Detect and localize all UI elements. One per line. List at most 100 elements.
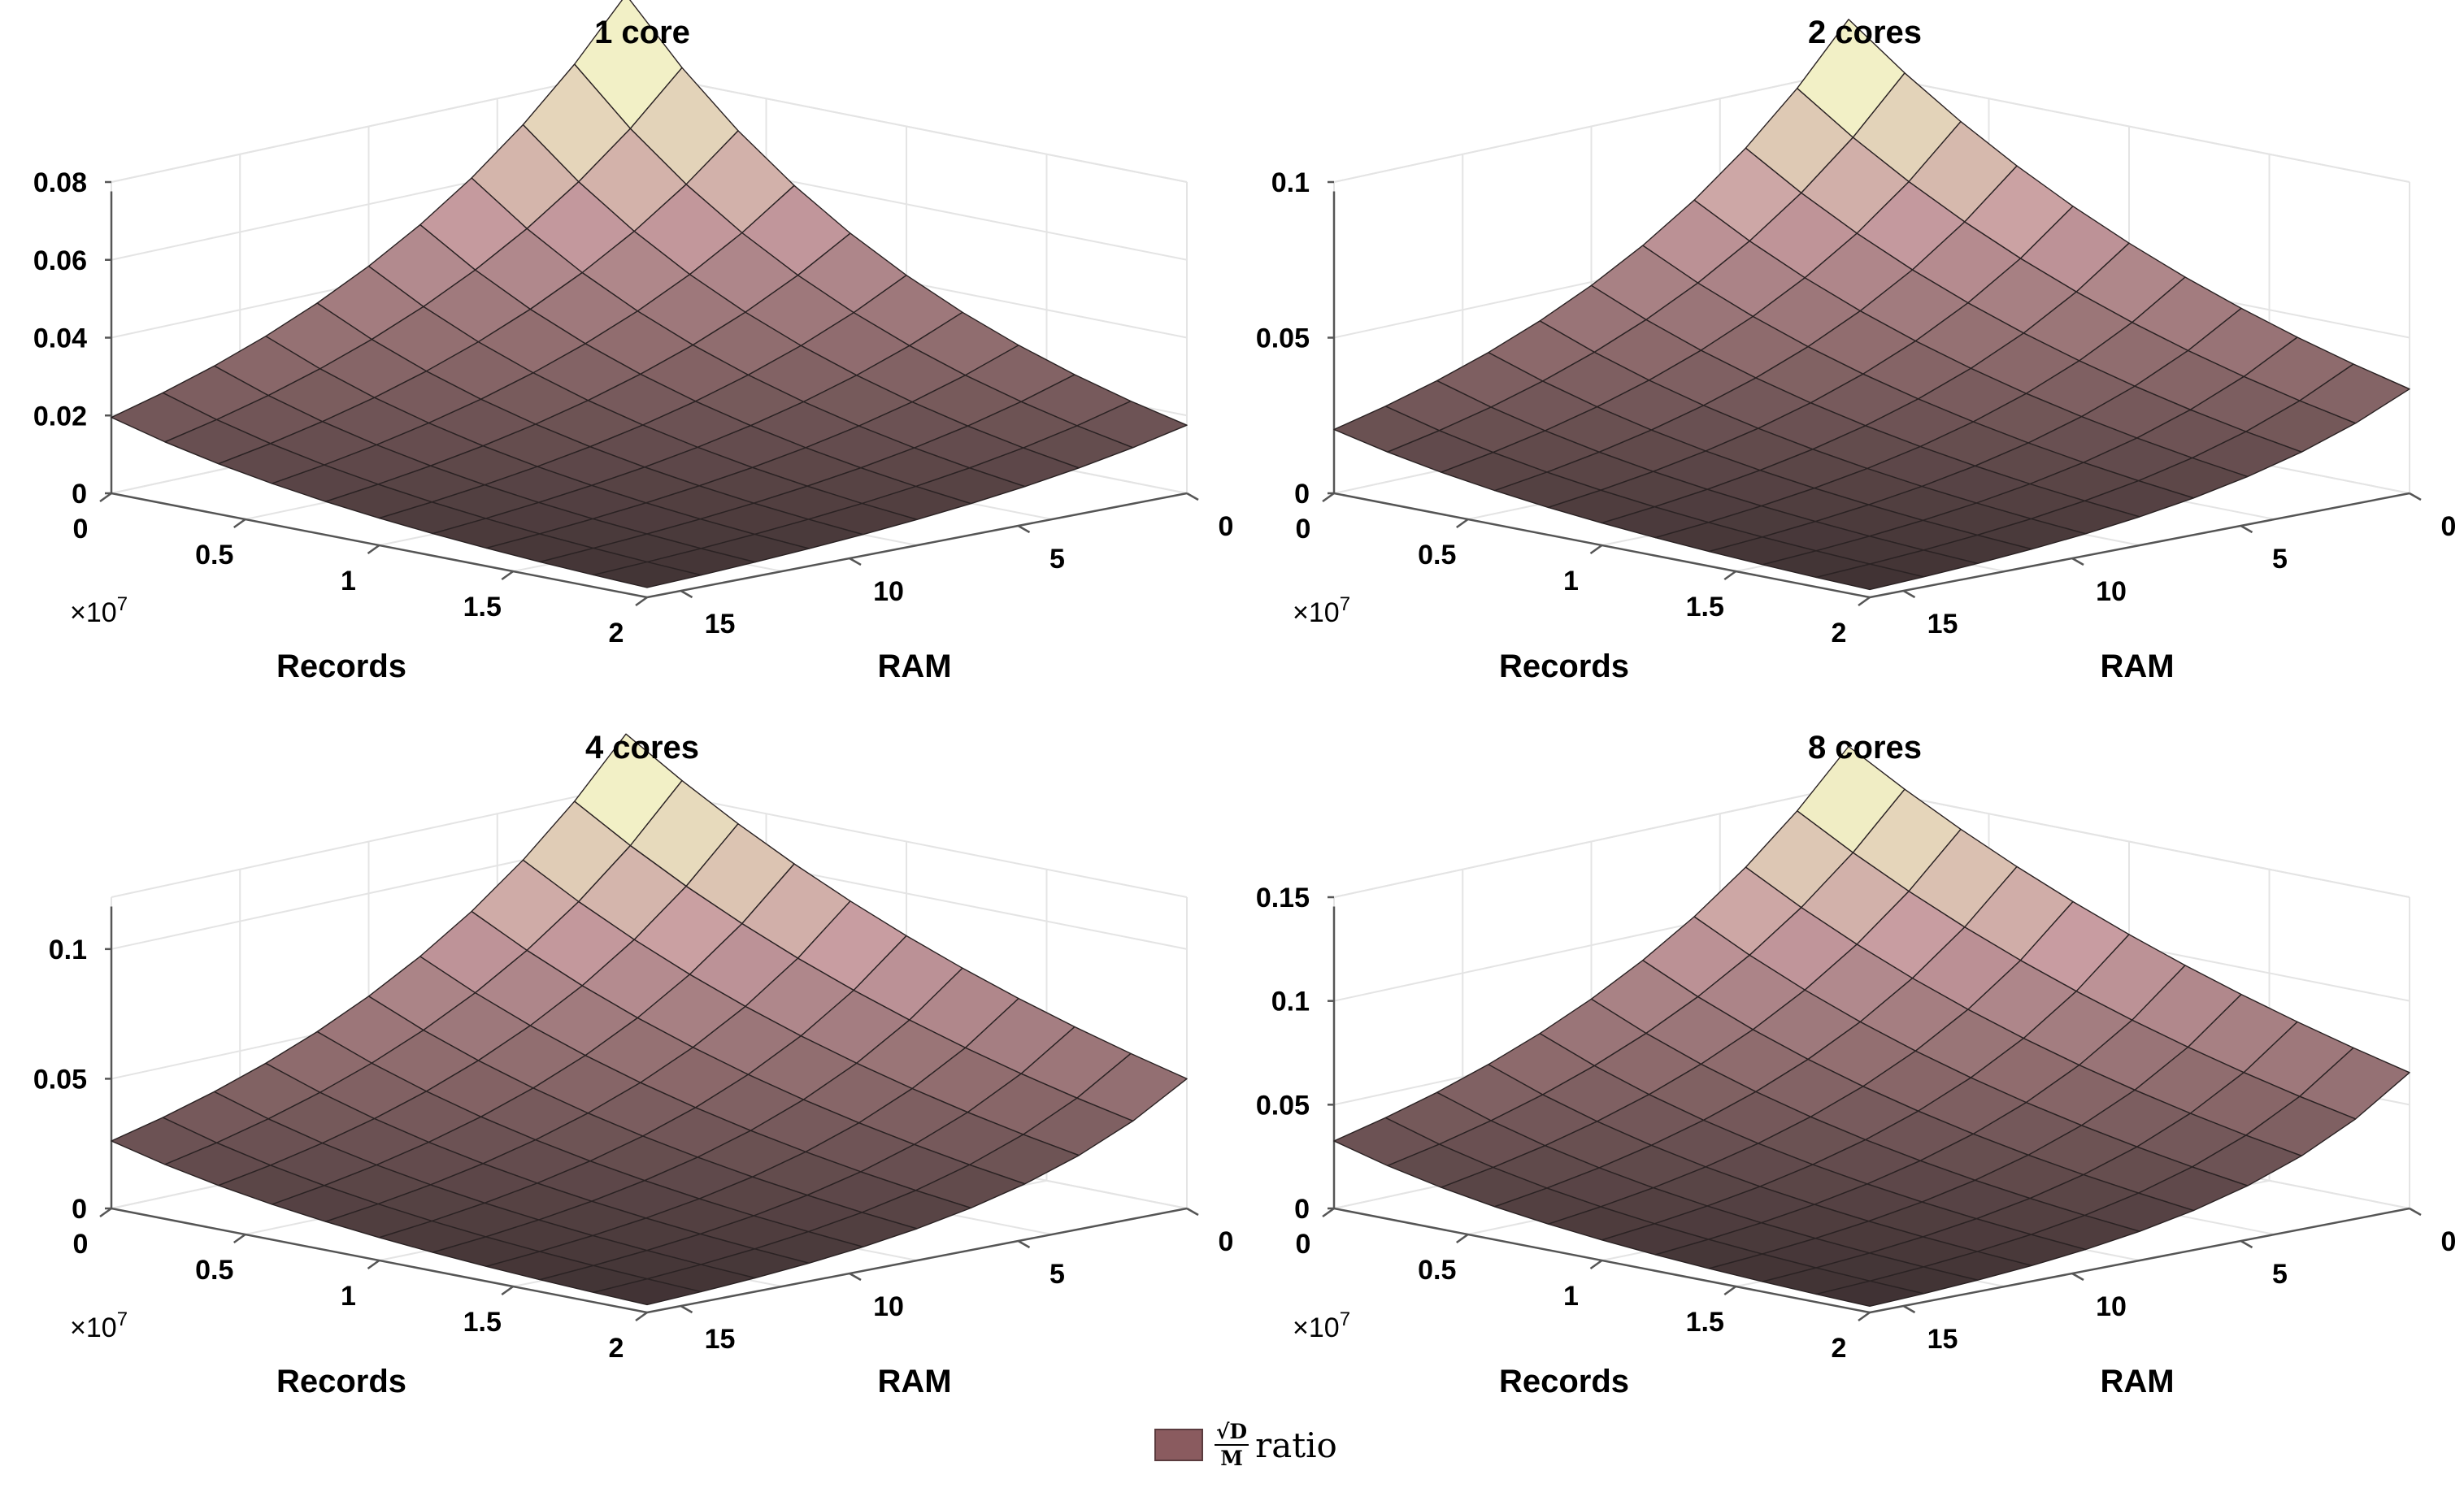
x-tick-label: 0.5 — [1418, 1255, 1456, 1286]
x-tick-label: 2 — [1832, 618, 1847, 649]
chart-title: 2 cores — [1808, 15, 1922, 50]
surface — [111, 733, 1188, 1306]
chart-panel-2: 0 0.05 0.1 0 0.5 1 1.5 2 0 5 10 15 ×107 Records RAM 2 c… — [1256, 15, 2457, 684]
y-tick — [1186, 1207, 1199, 1217]
chart-title: 4 cores — [585, 730, 699, 766]
x-tick — [1322, 492, 1335, 503]
x-tick — [1322, 1207, 1335, 1218]
y-tick-label: 10 — [2096, 576, 2127, 607]
x-tick-label: 2 — [609, 618, 624, 649]
y-axis-label: RAM — [877, 649, 951, 684]
chart-panel-4: 0 0.05 0.1 0.15 0 0.5 1 1.5 2 0 5 10 15 ×107 Records RA… — [1256, 730, 2457, 1399]
surface-patch — [593, 1278, 702, 1306]
y-tick — [680, 589, 693, 599]
x-axis-label: Records — [276, 649, 406, 684]
y-axis-label: RAM — [2100, 1364, 2174, 1399]
y-axis-line — [646, 1207, 1188, 1314]
y-tick-label: 0 — [1219, 511, 1234, 542]
z-tick-label: 0 — [72, 1194, 87, 1225]
x-tick-label: 0 — [1296, 1229, 1311, 1260]
y-tick — [680, 1304, 693, 1314]
y-tick-label: 15 — [705, 609, 736, 640]
legend-swatch — [1154, 1429, 1203, 1461]
x-tick-label: 0 — [1296, 514, 1311, 544]
y-tick — [849, 1272, 862, 1282]
z-tick-label: 0.15 — [1256, 883, 1310, 913]
y-tick — [2071, 557, 2084, 566]
x-tick-label: 1 — [1563, 1281, 1579, 1312]
x-tick-label: 1 — [341, 566, 356, 597]
legend-label: ratio — [1255, 1425, 1337, 1465]
legend-denominator: M — [1220, 1447, 1243, 1470]
y-tick-label: 15 — [705, 1324, 736, 1355]
x-tick — [1723, 570, 1736, 581]
x-tick — [635, 1311, 648, 1322]
z-tick-label: 0.02 — [33, 401, 87, 432]
z-tick-label: 0.04 — [33, 323, 87, 354]
x-tick-label: 0 — [73, 514, 89, 544]
x-tick — [99, 492, 112, 503]
x-tick — [99, 1207, 112, 1218]
y-axis-line — [646, 492, 1188, 599]
tick-labels: 0 0.05 0.1 0 0.5 1 1.5 2 0 5 10 15 ×107 Records RAM 4 c… — [33, 730, 1234, 1399]
x-exponent: ×107 — [1293, 593, 1350, 628]
x-exponent: ×107 — [1293, 1308, 1350, 1343]
z-tick-label: 0.1 — [49, 935, 87, 965]
y-tick-label: 5 — [1049, 544, 1065, 575]
surface — [1333, 745, 2410, 1307]
tick-labels: 0 0.05 0.1 0.15 0 0.5 1 1.5 2 0 5 10 15 ×107 Records RA… — [1256, 730, 2457, 1399]
y-tick — [2409, 1207, 2422, 1217]
y-axis-line — [1869, 492, 2410, 599]
y-tick — [1017, 524, 1031, 534]
x-exponent: ×107 — [70, 593, 128, 628]
y-tick-label: 0 — [1219, 1226, 1234, 1257]
x-tick — [233, 518, 246, 529]
y-tick-label: 0 — [2441, 1226, 2457, 1257]
x-tick-label: 2 — [1832, 1333, 1847, 1364]
x-tick — [635, 596, 648, 607]
z-tick-label: 0.08 — [33, 167, 87, 198]
chart-panel-1: 0 0.02 0.04 0.06 0.08 0 0.5 1 1.5 2 0 5 10 15 ×107 Reco… — [33, 0, 1234, 684]
x-tick — [367, 1259, 380, 1270]
x-axis-label: Records — [276, 1364, 406, 1399]
surface-patch — [1815, 563, 1925, 591]
x-tick — [1723, 1285, 1736, 1296]
y-tick — [2240, 524, 2253, 534]
z-tick-label: 0 — [1294, 479, 1310, 510]
z-tick-label: 0.05 — [1256, 323, 1310, 354]
y-tick — [1186, 492, 1199, 501]
y-tick — [2071, 1272, 2084, 1282]
y-tick — [1902, 589, 1916, 599]
chart-title: 8 cores — [1808, 730, 1922, 766]
z-tick-label: 0.1 — [1271, 987, 1310, 1017]
y-axis-line — [1869, 1207, 2410, 1314]
x-tick — [1858, 596, 1871, 607]
x-tick-label: 1.5 — [463, 592, 502, 623]
y-tick — [1017, 1239, 1031, 1249]
x-tick — [367, 544, 380, 555]
x-tick-label: 0.5 — [1418, 540, 1456, 570]
z-tick-label: 0.05 — [33, 1064, 87, 1095]
x-tick-label: 1.5 — [463, 1307, 502, 1338]
surface-patch — [593, 561, 702, 588]
surface — [1333, 19, 2410, 591]
x-axis-label: Records — [1499, 1364, 1629, 1399]
y-tick — [1902, 1304, 1916, 1314]
y-axis-label: RAM — [2100, 649, 2174, 684]
y-tick-label: 10 — [2096, 1291, 2127, 1322]
y-tick-label: 5 — [2272, 544, 2288, 575]
chart-title: 1 core — [594, 15, 690, 50]
x-tick-label: 0.5 — [195, 540, 233, 570]
y-tick-label: 10 — [873, 1291, 904, 1322]
y-tick-label: 5 — [2272, 1259, 2288, 1290]
x-tick — [501, 1285, 514, 1296]
x-tick-label: 2 — [609, 1333, 624, 1364]
z-tick-label: 0.05 — [1256, 1090, 1310, 1121]
x-tick — [233, 1233, 246, 1244]
surface — [111, 0, 1188, 588]
y-tick-label: 0 — [2441, 511, 2457, 542]
x-tick — [1456, 1233, 1469, 1244]
y-tick-label: 10 — [873, 576, 904, 607]
x-tick-label: 0.5 — [195, 1255, 233, 1286]
